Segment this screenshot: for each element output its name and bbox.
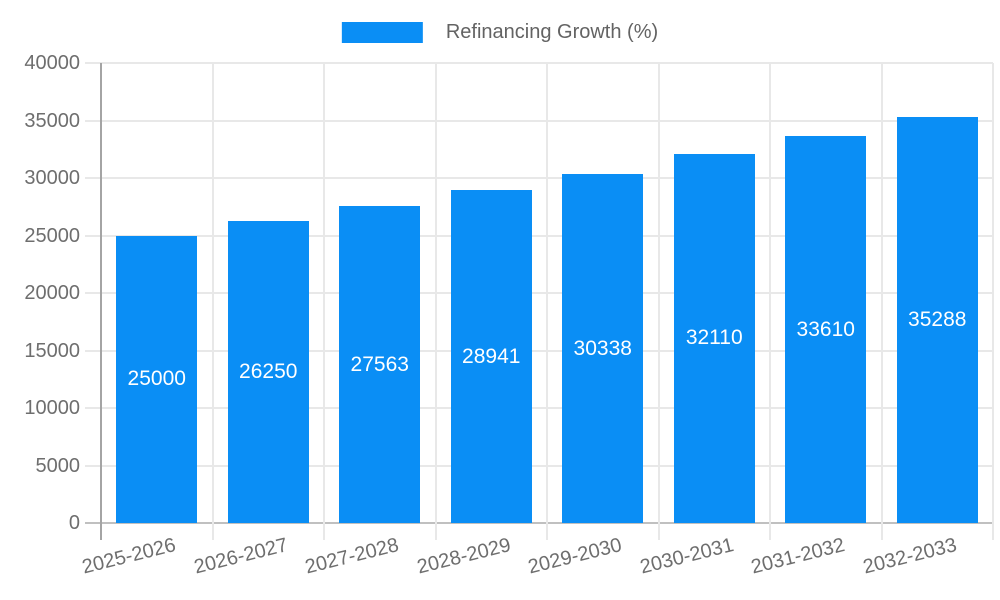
h-gridline	[85, 119, 993, 122]
h-gridline	[85, 292, 993, 294]
y-tick-label: 5000	[35, 454, 81, 477]
bar: 25000	[116, 235, 198, 523]
v-gridline	[323, 63, 325, 540]
v-gridline	[434, 63, 437, 540]
bar-value-label: 27563	[350, 352, 409, 376]
y-tick-label: 20000	[24, 282, 80, 304]
bar: 28941	[450, 190, 532, 523]
x-tick-label: 2029-2030	[525, 534, 625, 579]
v-gridline	[657, 63, 660, 540]
bar: 30338	[562, 174, 644, 523]
x-tick-label: 2032-2033	[860, 534, 959, 579]
h-gridline	[85, 177, 993, 179]
v-gridline	[992, 63, 994, 540]
v-gridline	[546, 63, 548, 540]
x-axis-baseline	[85, 522, 993, 524]
bar-value-label: 30338	[573, 336, 632, 360]
bar: 26250	[227, 221, 309, 523]
bar: 33610	[785, 136, 867, 523]
v-gridline	[211, 63, 214, 540]
x-tick-label: 2027-2028	[302, 534, 402, 579]
v-gridline	[880, 63, 883, 540]
y-tick-label: 40000	[24, 52, 80, 74]
legend-swatch	[341, 22, 423, 43]
y-tick-label: 35000	[24, 109, 80, 132]
legend: Refinancing Growth (%)	[341, 21, 659, 44]
y-tick-label: 25000	[24, 224, 80, 247]
y-tick-label: 30000	[24, 167, 80, 189]
y-tick-label: 15000	[24, 339, 80, 362]
bar: 35288	[896, 117, 978, 523]
bar: 27563	[339, 206, 421, 523]
bar-value-label: 28941	[462, 344, 521, 368]
bar-value-label: 32110	[685, 326, 743, 350]
x-tick-label: 2030-2031	[637, 534, 736, 579]
bar: 32110	[673, 153, 755, 523]
x-tick-label: 2025-2026	[79, 534, 179, 579]
y-tick-label: 0	[68, 512, 80, 534]
bar-value-label: 25000	[127, 367, 186, 391]
y-tick-label: 10000	[24, 397, 80, 419]
y-axis-line	[100, 63, 102, 540]
legend-label: Refinancing Growth (%)	[445, 21, 659, 43]
h-gridline	[85, 62, 993, 64]
x-tick-label: 2031-2032	[748, 534, 848, 579]
h-gridline	[85, 349, 993, 352]
h-gridline	[85, 464, 993, 467]
x-tick-label: 2026-2027	[191, 534, 290, 579]
bar-value-label: 33610	[796, 317, 855, 341]
h-gridline	[85, 234, 993, 237]
h-gridline	[85, 407, 993, 409]
v-gridline	[769, 63, 771, 540]
bar-value-label: 26250	[239, 360, 298, 384]
x-tick-label: 2028-2029	[414, 534, 513, 579]
bar-value-label: 35288	[908, 308, 967, 332]
